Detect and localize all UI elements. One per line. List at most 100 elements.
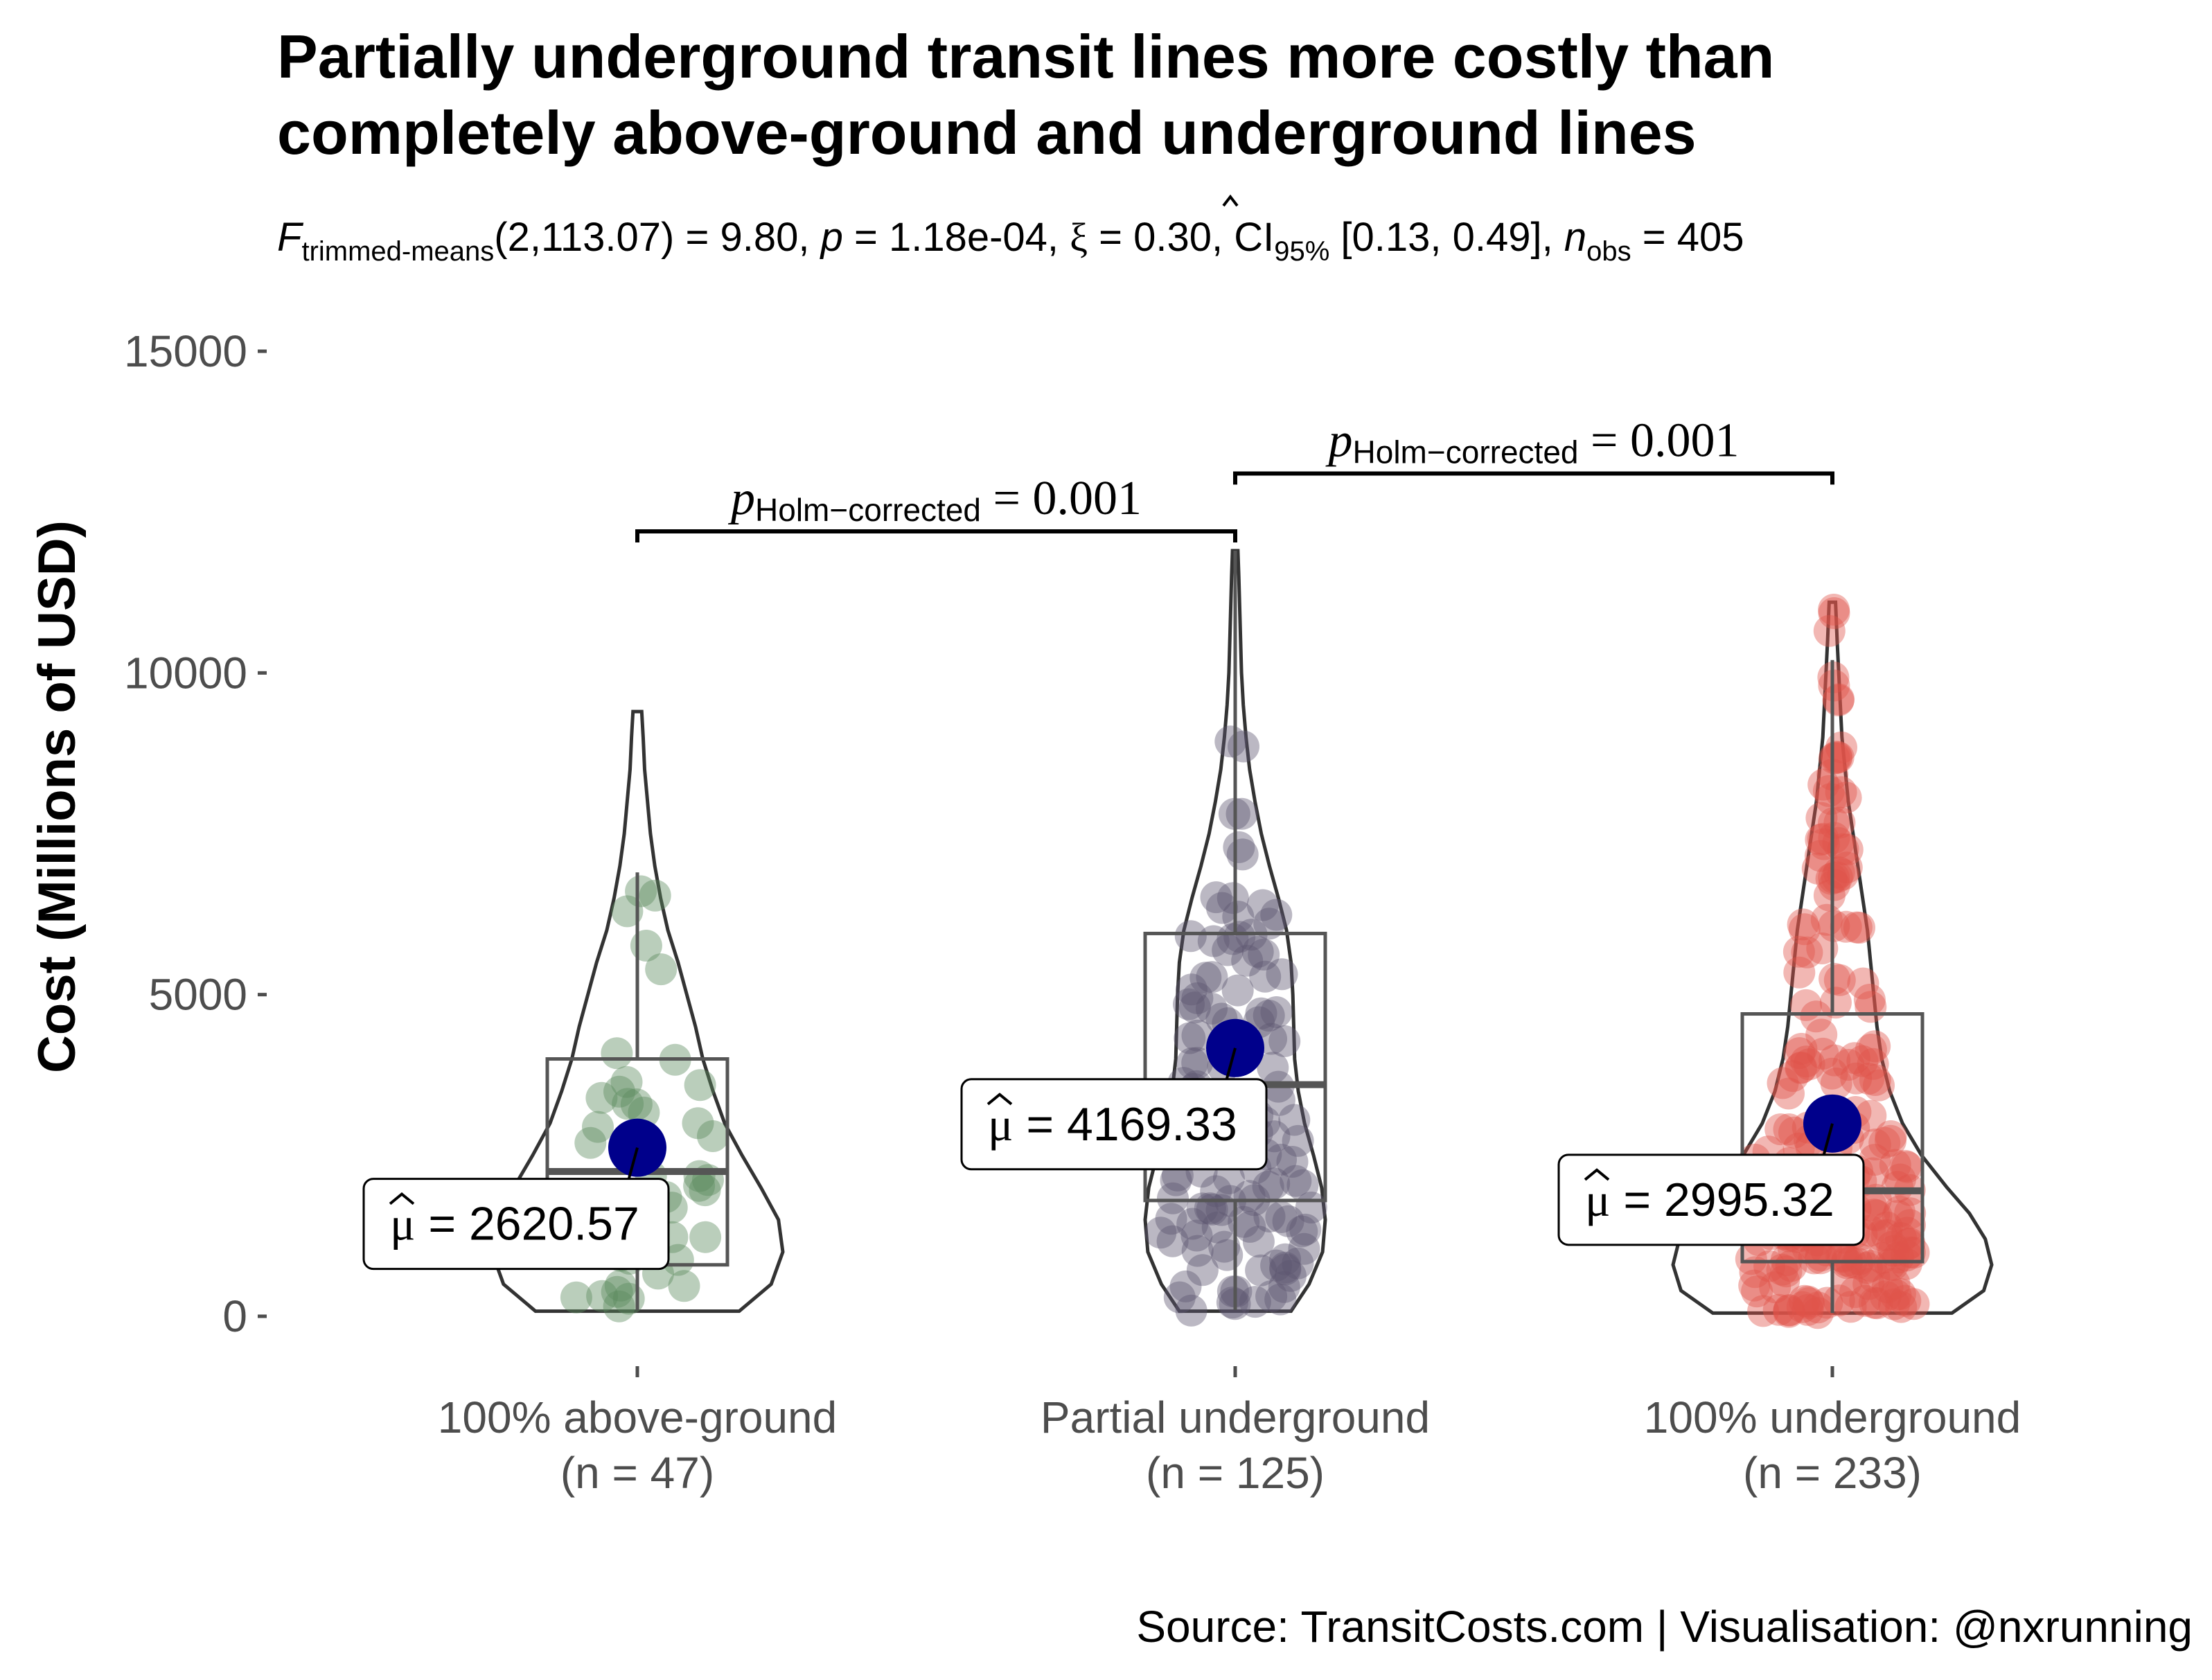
data-point bbox=[1155, 1203, 1187, 1235]
data-point bbox=[1276, 1146, 1309, 1178]
pairwise-label: pHolm−corrected = 0.001 bbox=[727, 472, 1142, 528]
data-point bbox=[1741, 1275, 1773, 1308]
y-tick-label: 0 bbox=[222, 1291, 247, 1341]
data-point bbox=[1783, 956, 1816, 989]
data-point bbox=[1196, 992, 1228, 1025]
data-point bbox=[1866, 1241, 1899, 1274]
data-point bbox=[1840, 1062, 1873, 1095]
data-point bbox=[1883, 1195, 1915, 1228]
data-point bbox=[1785, 1052, 1817, 1084]
data-point bbox=[1822, 826, 1855, 859]
mean-label-mu: μ bbox=[988, 1098, 1013, 1151]
stat-n-value: = 405 bbox=[1631, 215, 1744, 260]
mean-label-value: = 2995.32 bbox=[1610, 1174, 1834, 1226]
data-point bbox=[1821, 861, 1853, 894]
data-point bbox=[1820, 742, 1852, 775]
data-point bbox=[1870, 1211, 1903, 1244]
x-tick-count: (n = 233) bbox=[1743, 1448, 1922, 1498]
x-tick-count: (n = 47) bbox=[560, 1448, 714, 1498]
data-point bbox=[1831, 833, 1864, 866]
data-point bbox=[1248, 938, 1280, 971]
data-point bbox=[1280, 1165, 1312, 1197]
data-point bbox=[1806, 932, 1839, 964]
mean-label-box bbox=[362, 1178, 670, 1271]
mean-label: μ = 4169.33 bbox=[988, 1098, 1237, 1151]
data-point bbox=[1787, 908, 1819, 941]
mean-label-value: = 2620.57 bbox=[415, 1198, 639, 1250]
y-axis-title: Cost (Millions of USD) bbox=[28, 520, 87, 1073]
pairwise-bracket bbox=[635, 529, 1237, 543]
data-point bbox=[1805, 824, 1837, 856]
data-point bbox=[1846, 1045, 1879, 1077]
mean-label-box bbox=[1557, 1153, 1865, 1246]
y-tick-label: 15000 bbox=[124, 326, 247, 376]
data-point bbox=[1878, 1235, 1910, 1267]
data-point bbox=[1819, 987, 1852, 1019]
data-point bbox=[1258, 1167, 1291, 1200]
data-point bbox=[1174, 1022, 1206, 1054]
data-point bbox=[620, 1088, 653, 1121]
data-point bbox=[1782, 935, 1815, 968]
data-point bbox=[1891, 1151, 1923, 1183]
mean-label: μ = 2620.57 bbox=[390, 1198, 639, 1250]
stat-p: p bbox=[820, 215, 843, 260]
data-point bbox=[1735, 1243, 1767, 1275]
data-point bbox=[1156, 1225, 1189, 1257]
data-point bbox=[1805, 802, 1838, 834]
data-point bbox=[1200, 881, 1232, 914]
pairwise-label: pHolm−corrected = 0.001 bbox=[1325, 414, 1740, 470]
data-point bbox=[1798, 1242, 1830, 1275]
data-point bbox=[1242, 1226, 1275, 1258]
data-point bbox=[1811, 1286, 1843, 1319]
data-point bbox=[1181, 1235, 1214, 1267]
data-point bbox=[1212, 934, 1244, 966]
data-point bbox=[1855, 1034, 1887, 1066]
data-point bbox=[1802, 1297, 1834, 1329]
data-point bbox=[684, 1069, 716, 1102]
stat-n-sub: obs bbox=[1586, 236, 1631, 267]
mean-hat-mark bbox=[986, 1093, 1013, 1106]
data-point bbox=[683, 1169, 716, 1202]
data-point bbox=[1882, 1200, 1914, 1232]
data-point bbox=[1877, 1249, 1909, 1282]
x-tick-label: 100% above-ground bbox=[438, 1392, 837, 1442]
data-point bbox=[1793, 1048, 1825, 1081]
violin-outline bbox=[490, 709, 785, 1314]
data-point bbox=[1819, 1044, 1851, 1077]
data-point bbox=[1269, 1251, 1302, 1284]
data-point bbox=[1260, 899, 1293, 931]
data-point bbox=[1807, 1037, 1839, 1070]
data-point bbox=[1275, 1259, 1307, 1292]
data-point bbox=[1894, 1209, 1926, 1241]
stat-n: n bbox=[1564, 215, 1586, 260]
data-point bbox=[1875, 1124, 1906, 1157]
data-point bbox=[1858, 1199, 1891, 1231]
data-point bbox=[1265, 1201, 1298, 1233]
data-point bbox=[1889, 1284, 1922, 1317]
pairwise-p: p bbox=[1325, 414, 1353, 467]
data-point bbox=[639, 879, 671, 912]
data-point bbox=[1176, 973, 1207, 1006]
data-point bbox=[1812, 775, 1845, 807]
data-point bbox=[1753, 1250, 1786, 1282]
data-point bbox=[1180, 1219, 1213, 1252]
x-axis-labels: 100% above-ground (n = 47) Partial undergr… bbox=[438, 1366, 2021, 1498]
data-point bbox=[1858, 1286, 1891, 1319]
data-point bbox=[1178, 991, 1211, 1024]
stat-F: F bbox=[277, 215, 304, 260]
data-point bbox=[1246, 889, 1279, 921]
pairwise-sub: Holm−corrected bbox=[1353, 434, 1579, 470]
mean-label-mu: μ bbox=[1585, 1174, 1610, 1226]
data-point bbox=[1223, 831, 1255, 863]
data-point bbox=[604, 1269, 637, 1302]
data-point bbox=[1775, 1250, 1807, 1282]
data-point bbox=[1859, 1064, 1891, 1096]
data-point bbox=[1269, 1243, 1302, 1275]
pairwise-value: = 0.001 bbox=[981, 472, 1142, 525]
data-point bbox=[1820, 1068, 1852, 1099]
data-point bbox=[1801, 852, 1834, 885]
chart-subtitle: Ftrimmed-means(2,113.07) = 9.80, p = 1.1… bbox=[277, 215, 1744, 267]
data-point bbox=[1850, 1252, 1883, 1284]
data-point bbox=[1157, 1182, 1189, 1214]
